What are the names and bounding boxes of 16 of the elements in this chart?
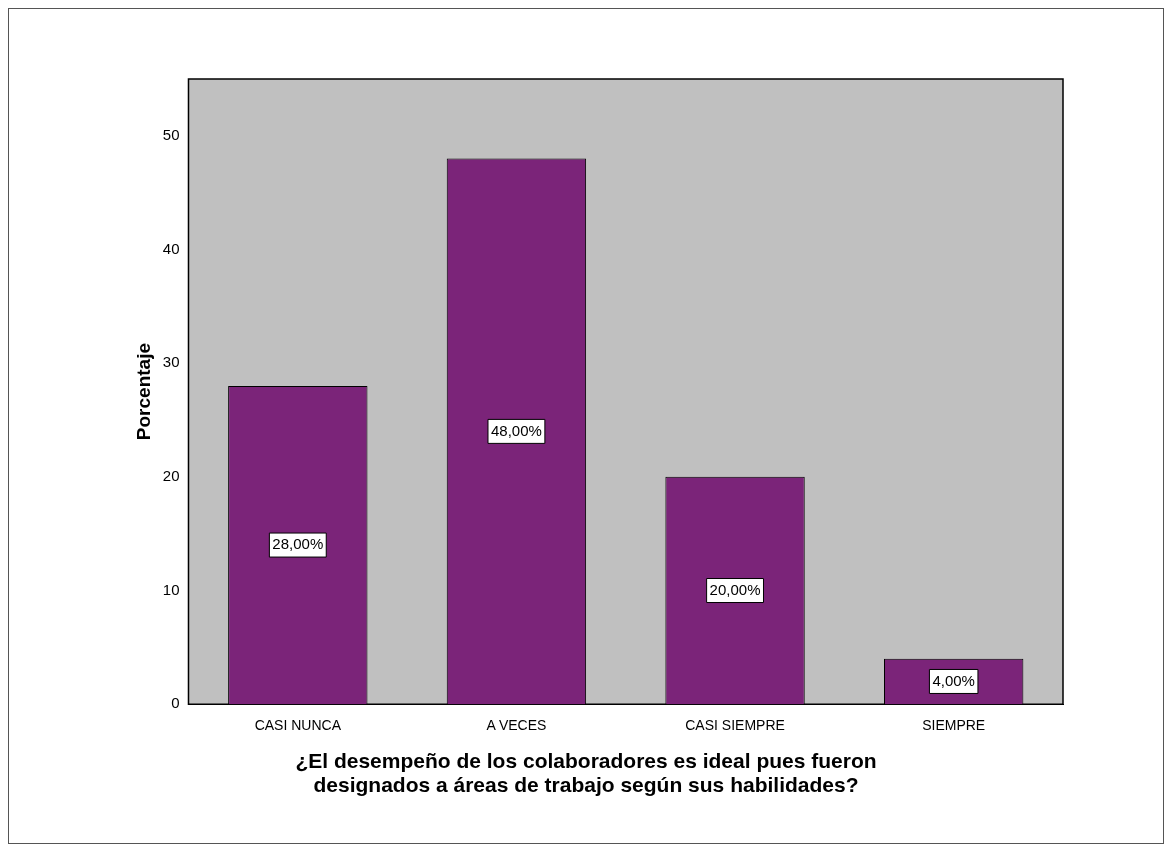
y-tick-label: 0 xyxy=(171,694,180,712)
x-tick-label: A VECES xyxy=(486,717,547,734)
x-tick-label: CASI SIEMPRE xyxy=(685,717,785,734)
x-axis-title: ¿El desempeño de los colaboradores es ideal pues fueron designados a áreas de trabajo según sus habilidades? xyxy=(294,749,878,797)
y-axis-title: Porcentaje xyxy=(132,343,154,441)
y-tick-label: 10 xyxy=(162,580,180,598)
data-label: 4,00% xyxy=(932,671,975,689)
data-label: 48,00% xyxy=(490,421,542,439)
y-tick-label: 40 xyxy=(162,239,180,257)
data-label: 20,00% xyxy=(709,580,761,598)
y-tick-label: 50 xyxy=(162,125,180,143)
y-tick-label: 30 xyxy=(162,353,180,371)
x-tick-label: SIEMPRE xyxy=(922,717,986,734)
x-tick-label: CASI NUNCA xyxy=(254,717,342,734)
y-tick-label: 20 xyxy=(162,467,180,484)
data-label: 28,00% xyxy=(272,535,324,553)
